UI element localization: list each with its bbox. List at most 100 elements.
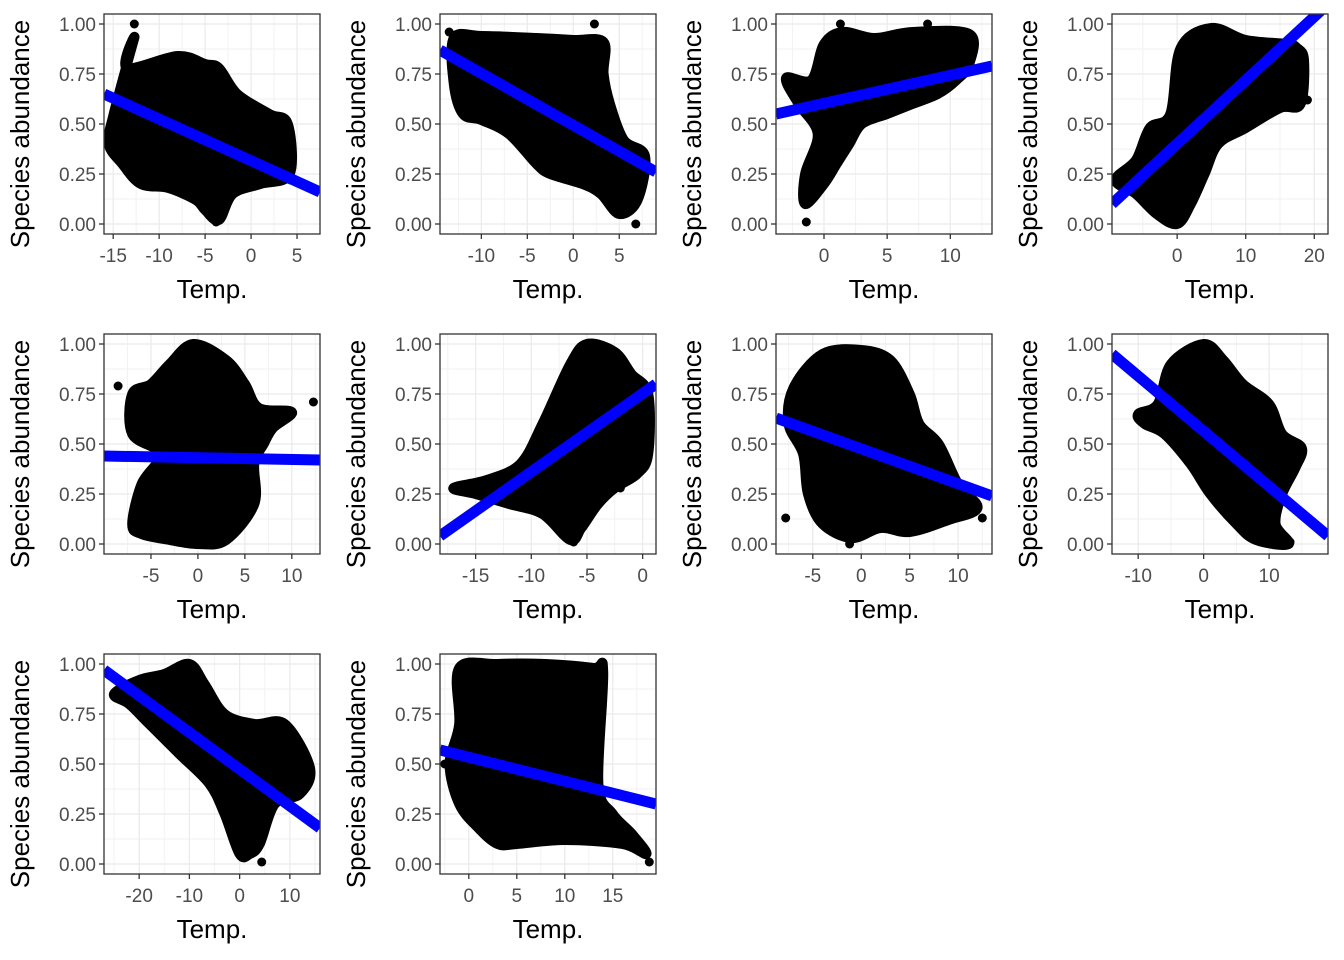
- y-tick-label: 0.00: [1067, 215, 1104, 236]
- y-axis-title: Species abundance: [5, 20, 35, 248]
- data-point: [617, 839, 627, 849]
- data-point: [1251, 535, 1261, 545]
- data-point: [619, 135, 629, 145]
- y-tick-label: 0.50: [59, 435, 96, 456]
- x-tick-label: -10: [518, 566, 545, 587]
- outlier-point: [257, 857, 267, 867]
- data-point: [504, 499, 514, 509]
- outlier-point: [1112, 173, 1120, 183]
- y-tick-label: 0.75: [59, 385, 96, 406]
- x-tick-label: 20: [1304, 246, 1325, 267]
- data-point: [1264, 399, 1274, 409]
- y-tick-label: 0.75: [731, 65, 768, 86]
- data-point: [493, 659, 503, 669]
- y-tick-label: 0.00: [59, 215, 96, 236]
- data-point: [605, 99, 615, 109]
- data-point: [641, 849, 651, 859]
- regression-line: [776, 60, 992, 120]
- x-tick-label: 15: [602, 886, 623, 907]
- x-tick-label: 10: [1235, 246, 1256, 267]
- y-tick-label: 0.25: [59, 485, 96, 506]
- x-tick-label: 5: [614, 246, 625, 267]
- data-point: [144, 719, 154, 729]
- y-axis-title: Species abundance: [1013, 20, 1043, 248]
- y-tick-label: 0.75: [395, 65, 432, 86]
- y-tick-label: 0.50: [1067, 115, 1104, 136]
- data-point: [599, 37, 609, 47]
- y-tick-label: 1.00: [395, 335, 432, 356]
- x-tick-label: -5: [143, 566, 160, 587]
- data-layer: [104, 19, 320, 227]
- data-point: [1296, 99, 1306, 109]
- data-point: [819, 179, 829, 189]
- data-point: [537, 509, 547, 519]
- data-point: [532, 33, 542, 43]
- y-tick-label: 0.00: [395, 215, 432, 236]
- data-point: [627, 369, 637, 379]
- data-layer: [440, 657, 656, 867]
- data-point: [1238, 379, 1248, 389]
- y-tick-label: 1.00: [731, 335, 768, 356]
- outlier-point: [104, 135, 114, 145]
- data-point: [832, 159, 842, 169]
- x-axis-title: Temp.: [513, 914, 584, 944]
- data-point: [545, 169, 555, 179]
- data-point: [532, 159, 542, 169]
- data-layer: [1112, 14, 1326, 230]
- data-point: [1292, 43, 1302, 53]
- x-tick-label: -15: [462, 566, 489, 587]
- y-tick-label: 0.50: [395, 435, 432, 456]
- y-tick-label: 0.75: [59, 705, 96, 726]
- data-point: [1297, 443, 1307, 453]
- y-tick-label: 0.00: [395, 535, 432, 556]
- data-point: [240, 379, 250, 389]
- outlier-point: [781, 513, 791, 523]
- y-tick-label: 0.25: [1067, 485, 1104, 506]
- facet-panel-4: 0.00 0.25 0.50 0.75 1.00 0 10 20 Temp. Species ab…: [1013, 13, 1329, 304]
- data-point: [1218, 355, 1228, 365]
- y-axis-title: Species abundance: [341, 20, 371, 248]
- data-point: [165, 535, 175, 545]
- y-tick-label: 0.25: [1067, 165, 1104, 186]
- data-point: [905, 389, 915, 399]
- data-point: [512, 839, 522, 849]
- data-point: [493, 839, 503, 849]
- data-point: [235, 849, 245, 859]
- y-axis-title: Species abundance: [341, 340, 371, 568]
- data-point: [1131, 189, 1141, 199]
- data-point: [1275, 103, 1285, 113]
- data-point: [817, 349, 827, 359]
- x-tick-label: 10: [279, 886, 300, 907]
- data-layer: [440, 19, 656, 229]
- y-tick-label: 0.00: [731, 215, 768, 236]
- data-layer: [440, 338, 656, 547]
- data-point: [643, 449, 653, 459]
- y-tick-label: 0.50: [731, 115, 768, 136]
- x-tick-label: 5: [904, 566, 915, 587]
- data-point: [788, 383, 798, 393]
- y-tick-label: 1.00: [59, 655, 96, 676]
- data-point: [882, 109, 892, 119]
- facet-panel-10: 0.00 0.25 0.50 0.75 1.00 0 5 10 15 Temp. Species a…: [341, 653, 657, 944]
- data-layer: [104, 339, 320, 550]
- data-point: [1271, 519, 1281, 529]
- data-point: [200, 205, 210, 215]
- data-point: [454, 663, 464, 673]
- data-point: [458, 109, 468, 119]
- x-tick-label: -10: [176, 886, 203, 907]
- y-tick-label: 0.75: [59, 65, 96, 86]
- outlier-point: [835, 19, 845, 29]
- data-point: [254, 403, 264, 413]
- y-axis-title: Species abundance: [677, 20, 707, 248]
- facet-panel-1: 0.00 0.25 0.50 0.75 1.00 -15 -10 -5 0 5 Temp. Speci…: [5, 13, 321, 304]
- data-point: [193, 539, 203, 549]
- outlier-point: [923, 19, 933, 29]
- data-point: [250, 719, 260, 729]
- regression-line: [104, 450, 320, 466]
- x-tick-label: 5: [292, 246, 303, 267]
- y-tick-label: 1.00: [59, 335, 96, 356]
- data-point: [813, 129, 823, 139]
- x-tick-label: 10: [281, 566, 302, 587]
